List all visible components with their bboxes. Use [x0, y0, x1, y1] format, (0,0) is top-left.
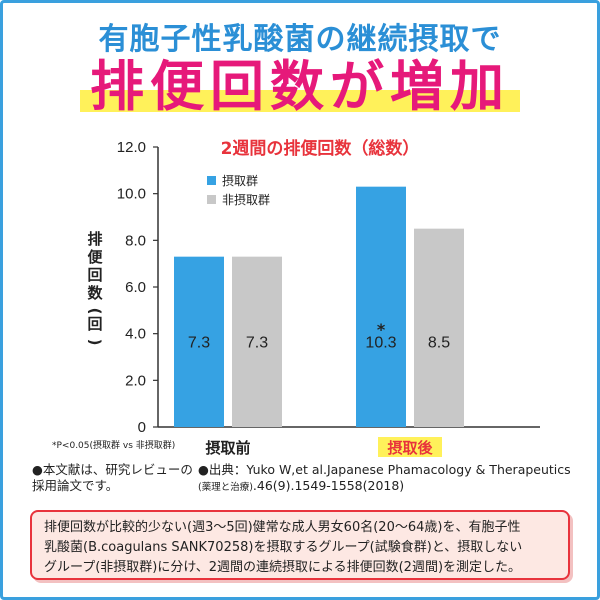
category-label-1: 摂取後: [387, 439, 433, 457]
y-tick-label: 12.0: [117, 139, 146, 156]
title-highlight: [80, 90, 520, 112]
source-footnote-line1: ●出典：Yuko W,et al.Japanese Phamacology & …: [198, 462, 571, 477]
source-footnote-volume: .46(9).1549-1558(2018): [252, 478, 405, 493]
category-label-0: 摂取前: [205, 439, 250, 457]
source-footnote-line2: (薬理と治療).46(9).1549-1558(2018): [198, 478, 571, 496]
legend-label: 非摂取群: [222, 192, 270, 207]
y-axis-label-char: 便: [87, 248, 103, 266]
page-subtitle: 有胞子性乳酸菌の継続摂取で: [98, 22, 502, 57]
legend-swatch: [207, 176, 216, 185]
source-footnote-journal: (薬理と治療): [198, 482, 253, 493]
legend-swatch: [207, 195, 216, 204]
bar-chart: 2週間の排便回数（総数）02.04.06.08.010.012.0排便回数(回)…: [52, 138, 540, 457]
review-footnote: ●本文献は、研究レビューの 採用論文です。: [32, 462, 193, 494]
bar-intake-0: [174, 256, 224, 427]
y-tick-label: 0: [138, 419, 146, 436]
legend-label: 摂取群: [222, 173, 258, 188]
y-axis-label-char: ): [86, 339, 104, 346]
y-axis-label-char: 数: [87, 284, 103, 302]
review-footnote-line2: 採用論文です。: [32, 478, 119, 493]
bar-value-label: 7.3: [246, 335, 268, 352]
review-footnote-line1: ●本文献は、研究レビューの: [32, 462, 193, 477]
page-title: 排便回数が増加: [90, 55, 510, 118]
y-tick-label: 6.0: [125, 279, 146, 296]
bar-value-label: 7.3: [188, 335, 210, 352]
significance-note: *P<0.05(摂取群 vs 非摂取群): [52, 439, 175, 451]
significance-marker: *: [377, 320, 386, 339]
y-axis-label-char: 回: [87, 315, 102, 333]
y-tick-label: 2.0: [125, 372, 146, 389]
title-block: 排便回数が増加: [0, 52, 600, 122]
y-tick-label: 10.0: [117, 186, 146, 203]
y-axis-label-char: 排: [87, 230, 102, 248]
y-axis-label-char: (: [86, 308, 104, 315]
study-note-line2: 乳酸菌(B.coagulans SANK70258)を摂取するグループ(試験食群…: [44, 540, 523, 555]
bar-value-label: 8.5: [428, 335, 450, 352]
source-footnote: ●出典：Yuko W,et al.Japanese Phamacology & …: [198, 462, 571, 496]
bar-value-label: 10.3: [365, 335, 396, 352]
y-tick-label: 8.0: [125, 232, 146, 249]
y-axis-label-char: 回: [87, 266, 102, 284]
study-note-line3: グループ(非摂取群)に分け、2週間の連続摂取による排便回数(2週間)を測定した。: [44, 560, 522, 575]
bar-non-intake-1: [414, 228, 464, 427]
bar-intake-1: [356, 186, 406, 427]
y-tick-label: 4.0: [125, 326, 146, 343]
study-note-line1: 排便回数が比較的少ない(週3～5回)健常な成人男女60名(20～64歳)を、有胞…: [44, 520, 521, 535]
category-highlight: [378, 437, 442, 457]
study-note-box: 排便回数が比較的少ない(週3～5回)健常な成人男女60名(20～64歳)を、有胞…: [30, 510, 570, 580]
chart-title: 2週間の排便回数（総数）: [221, 138, 420, 159]
bar-non-intake-0: [232, 256, 282, 427]
